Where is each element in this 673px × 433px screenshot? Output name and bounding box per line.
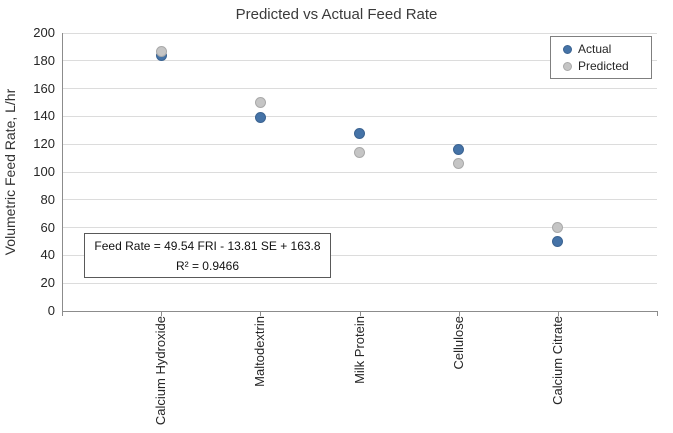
data-point-actual — [354, 127, 365, 139]
y-tick-label: 20 — [40, 275, 55, 291]
gridline — [62, 171, 657, 173]
data-point-actual — [552, 236, 564, 247]
y-tick-label: 160 — [33, 80, 55, 96]
data-point-predicted — [453, 158, 465, 170]
legend-item-actual: Actual — [563, 42, 651, 56]
regression-equation: Feed Rate = 49.54 FRI - 13.81 SE + 163.8 — [94, 238, 321, 253]
gridline — [62, 60, 657, 62]
x-tick-mark — [458, 312, 460, 316]
gridline — [62, 254, 657, 256]
data-point-predicted — [552, 222, 564, 234]
y-tick-label: 140 — [33, 108, 55, 124]
x-category-label: Maltodextrin — [252, 316, 268, 387]
y-tick-label: 100 — [33, 164, 55, 179]
regression-r-squared: R² = 0.9466 — [175, 258, 240, 273]
predicted-series-dot-icon — [563, 61, 572, 71]
data-point-predicted — [155, 45, 167, 57]
x-tick-mark — [557, 312, 559, 316]
y-tick-label: 60 — [40, 219, 55, 235]
gridline — [62, 32, 657, 34]
x-tick-mark — [161, 312, 163, 316]
legend-label-predicted: Predicted — [578, 59, 629, 73]
gridline — [62, 282, 657, 284]
y-tick-label: 40 — [40, 247, 55, 263]
legend: Actual Predicted — [550, 36, 652, 79]
x-category-label: Cellulose — [450, 316, 466, 370]
x-axis-line — [62, 311, 658, 312]
gridline — [62, 227, 657, 229]
legend-label-actual: Actual — [578, 42, 612, 56]
x-category-label: Milk Protein — [351, 316, 367, 384]
y-tick-label: 80 — [40, 191, 55, 207]
y-axis-line — [62, 33, 63, 312]
regression-annotation: Feed Rate = 49.54 FRI - 13.81 SE + 163.8… — [84, 233, 331, 278]
y-tick-label: 0 — [47, 303, 55, 318]
data-point-predicted — [254, 97, 266, 108]
y-tick-label: 120 — [33, 136, 55, 152]
legend-item-predicted: Predicted — [563, 59, 651, 73]
gridline — [62, 115, 657, 117]
x-category-label: Calcium Hydroxide — [153, 316, 169, 426]
data-point-predicted — [354, 147, 365, 159]
chart-title: Predicted vs Actual Feed Rate — [235, 6, 438, 23]
gridline — [62, 143, 657, 145]
gridline — [62, 199, 657, 201]
data-point-actual — [254, 112, 266, 124]
data-point-actual — [453, 144, 465, 156]
x-tick-mark — [260, 312, 262, 316]
y-tick-label: 200 — [33, 25, 55, 40]
x-tick-mark — [62, 312, 63, 316]
gridline — [62, 88, 657, 90]
x-tick-mark — [359, 312, 361, 316]
x-tick-mark — [657, 312, 658, 316]
y-tick-label: 180 — [33, 52, 55, 68]
x-category-label: Calcium Citrate — [549, 316, 565, 405]
actual-series-dot-icon — [563, 44, 572, 54]
